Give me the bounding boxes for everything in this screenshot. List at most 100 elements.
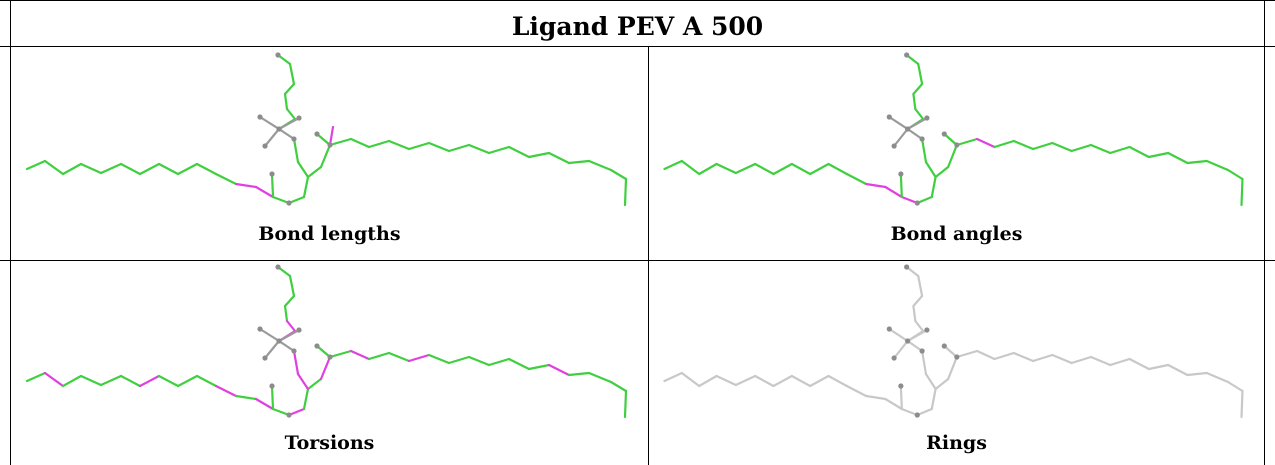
panel-torsions: Torsions: [11, 261, 648, 465]
bond: [43, 159, 65, 176]
bond: [587, 371, 613, 384]
bond: [884, 397, 903, 411]
atom: [941, 343, 947, 349]
bond: [285, 107, 297, 121]
bond: [1205, 371, 1230, 384]
bond: [288, 62, 296, 86]
atom: [905, 126, 911, 132]
atom: [954, 142, 960, 148]
bond: [790, 162, 812, 176]
table-top-rule: [0, 0, 1275, 1]
atom: [924, 115, 930, 121]
bond: [1089, 355, 1112, 367]
atom: [286, 412, 292, 418]
bond: [1012, 351, 1035, 363]
bond: [906, 339, 924, 353]
atom: [914, 412, 920, 418]
atom: [314, 131, 320, 137]
bond: [893, 339, 909, 360]
atom: [327, 354, 333, 360]
bond: [285, 319, 297, 333]
bond: [893, 127, 909, 148]
bond: [296, 372, 310, 391]
panel-caption: Bond lengths: [258, 223, 401, 245]
bond: [914, 319, 925, 333]
bond: [955, 137, 979, 147]
bond: [296, 160, 310, 179]
molecule-torsions: [25, 264, 628, 419]
atom: [291, 136, 297, 142]
atom: [891, 143, 897, 149]
bond: [467, 355, 491, 367]
bond: [302, 175, 310, 199]
bond: [349, 137, 371, 149]
bond: [263, 127, 281, 148]
ligand-title: Ligand PEV A 500: [511, 12, 764, 41]
molecule-bond-lengths: [25, 52, 628, 207]
bond: [270, 384, 275, 411]
bond: [306, 377, 323, 391]
bond: [99, 374, 123, 387]
bond: [845, 172, 868, 186]
bond: [845, 384, 868, 398]
bond: [270, 172, 275, 199]
bond: [1147, 151, 1170, 159]
bond: [79, 374, 103, 387]
bond: [1109, 145, 1131, 155]
atom: [904, 52, 910, 58]
bond: [734, 374, 757, 387]
panel-caption: Bond angles: [890, 223, 1023, 245]
bond: [912, 304, 917, 323]
bond: [271, 407, 291, 417]
bond: [287, 407, 306, 417]
bond: [1128, 145, 1150, 159]
bond: [1205, 159, 1230, 172]
atom: [941, 131, 947, 137]
bond: [447, 143, 471, 153]
bond: [367, 139, 391, 149]
bond: [61, 162, 83, 176]
bond: [734, 162, 757, 175]
bond: [567, 371, 591, 377]
bond: [1226, 380, 1244, 393]
bond: [680, 159, 701, 176]
bond: [1012, 139, 1035, 151]
bond: [912, 82, 924, 96]
bond: [930, 175, 937, 199]
bond: [976, 349, 996, 361]
bond: [315, 344, 332, 359]
bond: [306, 165, 323, 179]
bond: [387, 139, 411, 151]
bond: [943, 344, 958, 359]
bond: [916, 407, 933, 417]
atom: [919, 136, 925, 142]
atom: [269, 383, 275, 389]
bond: [1089, 143, 1112, 155]
atom: [296, 115, 302, 121]
bond: [715, 162, 737, 175]
bond: [900, 195, 919, 205]
bond: [715, 374, 737, 387]
bond: [1051, 353, 1073, 365]
table-right-border: [1264, 0, 1265, 465]
bond: [467, 143, 491, 155]
bond: [254, 397, 275, 411]
bond: [157, 374, 180, 388]
atom: [262, 143, 268, 149]
bond: [288, 274, 296, 298]
bond: [934, 165, 950, 179]
atom: [919, 348, 925, 354]
bond: [547, 363, 571, 377]
bond: [176, 374, 199, 388]
bond: [119, 162, 142, 176]
bond: [1240, 389, 1244, 419]
bond: [772, 162, 793, 176]
bond: [349, 349, 371, 361]
bond: [507, 145, 531, 159]
bond: [955, 349, 979, 359]
bond: [287, 195, 306, 205]
bond: [698, 162, 718, 176]
bond: [527, 151, 551, 159]
bond: [277, 116, 301, 131]
bond: [234, 182, 258, 189]
